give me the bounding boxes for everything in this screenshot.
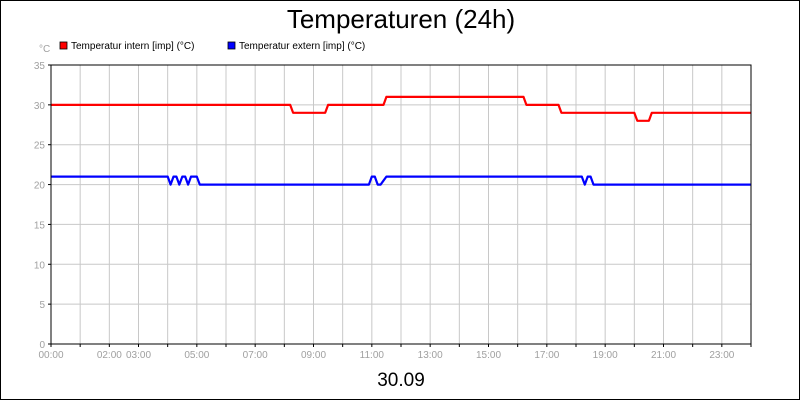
x-tick-label: 23:00 <box>709 350 734 361</box>
x-tick-label: 02:00 <box>97 350 122 361</box>
legend-swatch-1 <box>59 41 68 50</box>
legend-label-2: Temperatur extern [imp] (°C) <box>239 41 365 52</box>
series-line-1 <box>51 95 751 122</box>
x-tick-label: 05:00 <box>184 350 209 361</box>
y-axis-unit-label: °C <box>39 44 50 55</box>
plot-area-border <box>50 64 752 345</box>
y-tick-label: 10 <box>34 260 46 271</box>
legend-label-1: Temperatur intern [imp] (°C) <box>71 41 194 52</box>
y-tick-label: 20 <box>34 181 46 192</box>
y-tick-label: 25 <box>34 141 46 152</box>
x-tick-label: 09:00 <box>301 350 326 361</box>
x-tick-label: 17:00 <box>534 350 559 361</box>
x-tick-label: 07:00 <box>243 350 268 361</box>
x-tick-label: 15:00 <box>476 350 501 361</box>
legend-swatch-2 <box>227 41 236 50</box>
y-tick-label: 0 <box>39 340 45 351</box>
series-line-2 <box>51 175 751 186</box>
x-tick-label: 13:00 <box>418 350 443 361</box>
y-tick-label: 5 <box>39 300 45 311</box>
chart-title: Temperaturen (24h) <box>286 4 516 34</box>
x-tick-label: 03:00 <box>126 350 151 361</box>
x-tick-label: 19:00 <box>593 350 618 361</box>
x-axis-date-label: 30.09 <box>377 370 425 391</box>
y-tick-label: 35 <box>34 61 46 72</box>
y-tick-label: 15 <box>34 220 46 231</box>
x-tick-label: 11:00 <box>360 350 385 361</box>
x-tick-label: 00:00 <box>38 350 63 361</box>
x-tick-label: 21:00 <box>651 350 676 361</box>
y-tick-label: 30 <box>34 101 46 112</box>
